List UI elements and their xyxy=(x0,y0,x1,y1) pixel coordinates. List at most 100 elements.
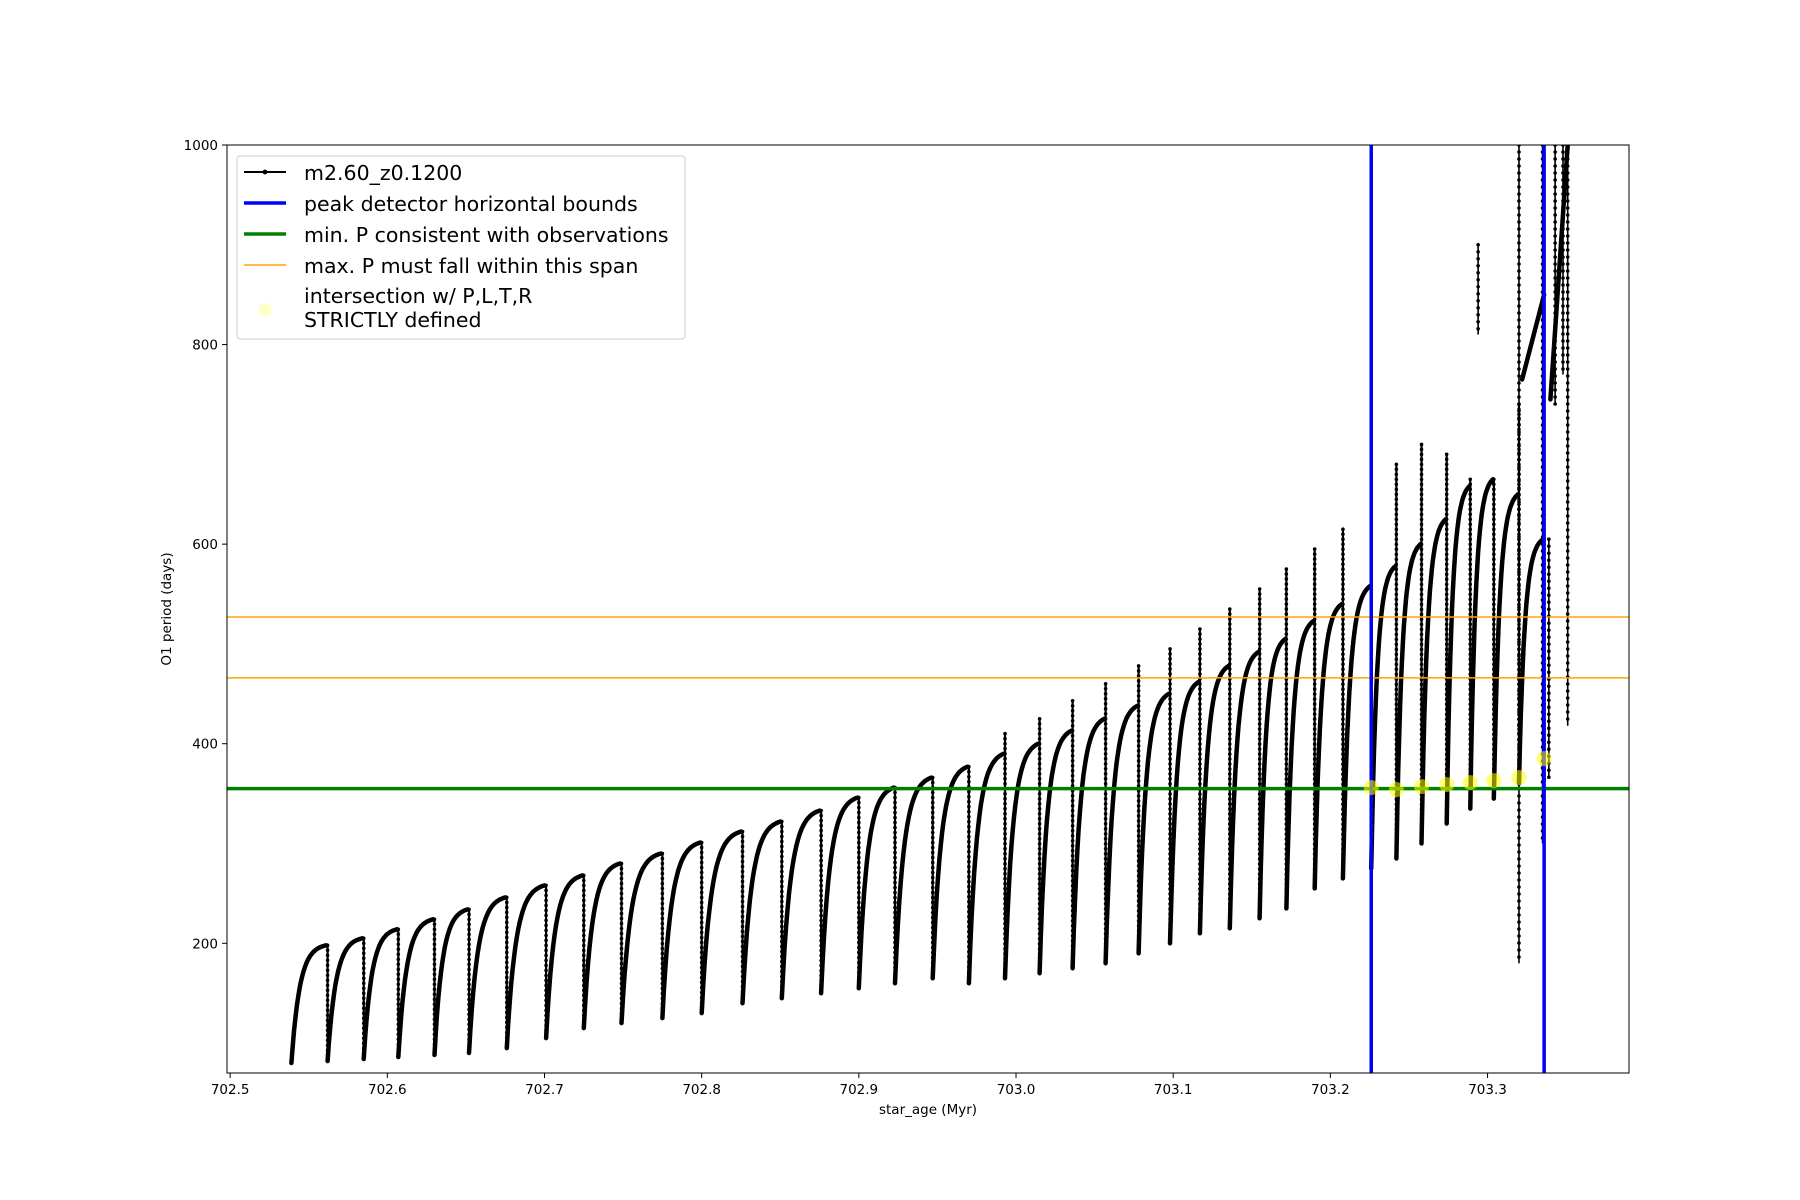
series-marker xyxy=(1468,492,1473,497)
series-marker xyxy=(1468,602,1473,607)
series-marker xyxy=(1468,652,1473,657)
series-marker xyxy=(1517,696,1521,700)
series-marker xyxy=(1198,647,1202,651)
series-marker xyxy=(1394,542,1399,547)
series-marker xyxy=(1565,584,1570,588)
series-marker xyxy=(1136,799,1141,803)
series-marker xyxy=(1257,797,1262,801)
series-marker xyxy=(1257,727,1262,731)
series-marker xyxy=(1565,150,1570,154)
series-marker xyxy=(1227,747,1232,751)
series-marker xyxy=(1517,311,1521,315)
series-marker xyxy=(1227,737,1232,741)
series-marker xyxy=(1547,726,1551,730)
series-marker xyxy=(967,894,971,899)
series-marker xyxy=(1565,458,1570,462)
series-marker xyxy=(1468,537,1473,542)
series-marker xyxy=(1341,727,1345,731)
series-marker xyxy=(581,953,586,958)
series-marker xyxy=(432,947,437,952)
series-marker xyxy=(780,819,784,824)
series-marker xyxy=(1468,642,1473,647)
series-marker xyxy=(1227,792,1232,796)
series-marker xyxy=(1227,652,1232,656)
series-marker xyxy=(1565,640,1570,644)
series-marker xyxy=(1103,812,1108,816)
series-marker xyxy=(967,834,971,839)
series-marker xyxy=(660,856,665,861)
series-marker xyxy=(1517,598,1521,602)
series-marker xyxy=(1312,622,1317,626)
series-marker xyxy=(1517,479,1521,483)
series-marker xyxy=(1168,767,1172,771)
series-marker xyxy=(857,830,861,835)
series-marker xyxy=(1312,652,1317,656)
series-marker xyxy=(581,973,586,978)
series-marker xyxy=(1168,657,1172,661)
series-marker xyxy=(396,952,401,957)
series-marker xyxy=(1517,241,1521,245)
series-marker xyxy=(1341,667,1345,671)
series-marker xyxy=(1565,199,1570,203)
series-marker xyxy=(660,906,665,911)
series-marker xyxy=(1444,622,1449,627)
series-marker xyxy=(1168,667,1172,671)
series-marker xyxy=(780,874,784,879)
series-marker xyxy=(1547,740,1551,744)
series-marker xyxy=(699,885,704,890)
series-marker xyxy=(1565,360,1570,364)
series-marker xyxy=(1227,802,1232,806)
series-marker xyxy=(396,992,401,997)
series-marker xyxy=(1037,862,1042,866)
series-marker xyxy=(544,883,548,888)
x-axis: 702.5 702.6 702.7 702.8 702.9 703.0 703.1 703.2… xyxy=(211,1073,1507,1098)
series-marker xyxy=(504,920,509,925)
series-marker xyxy=(1553,304,1557,308)
series-marker xyxy=(1136,734,1141,738)
series-marker xyxy=(1312,667,1317,671)
series-marker xyxy=(967,819,971,824)
series-marker xyxy=(544,913,548,918)
series-marker xyxy=(893,825,897,830)
series-marker xyxy=(1492,582,1496,587)
series-marker xyxy=(893,820,897,825)
series-marker xyxy=(1341,732,1345,736)
legend-label-min-period: min. P consistent with observations xyxy=(304,223,669,247)
series-marker xyxy=(1394,667,1399,672)
series-marker xyxy=(1284,632,1289,636)
series-marker xyxy=(1198,707,1202,711)
series-marker xyxy=(1565,577,1570,581)
series-marker xyxy=(1227,727,1232,731)
series-marker xyxy=(1284,722,1289,726)
series-marker xyxy=(1444,527,1449,532)
series-marker xyxy=(1257,637,1262,641)
series-marker xyxy=(1517,612,1521,616)
x-tick-label: 702.7 xyxy=(525,1082,564,1098)
series-marker xyxy=(1517,815,1521,819)
series-marker xyxy=(893,865,897,870)
series-marker xyxy=(1070,734,1075,738)
series-marker xyxy=(1341,592,1345,596)
series-marker xyxy=(1168,782,1172,786)
series-marker xyxy=(544,928,548,933)
series-marker xyxy=(1476,250,1480,254)
series-marker xyxy=(396,942,401,947)
series-marker xyxy=(967,804,971,809)
series-marker xyxy=(893,915,897,920)
series-marker xyxy=(1517,437,1521,441)
series-marker xyxy=(1492,547,1496,552)
series-marker xyxy=(1394,552,1399,557)
series-marker xyxy=(1468,597,1473,602)
series-marker xyxy=(1468,582,1473,587)
series-marker xyxy=(1419,512,1424,517)
series-marker xyxy=(1565,479,1570,483)
series-marker xyxy=(1341,652,1345,656)
series-marker xyxy=(1284,602,1289,606)
series-marker xyxy=(780,899,784,904)
series-marker xyxy=(1561,220,1565,224)
series-marker xyxy=(1468,657,1473,662)
series-marker xyxy=(1553,192,1557,196)
series-marker xyxy=(1419,577,1424,582)
series-marker xyxy=(1198,667,1202,671)
series-marker xyxy=(660,921,665,926)
